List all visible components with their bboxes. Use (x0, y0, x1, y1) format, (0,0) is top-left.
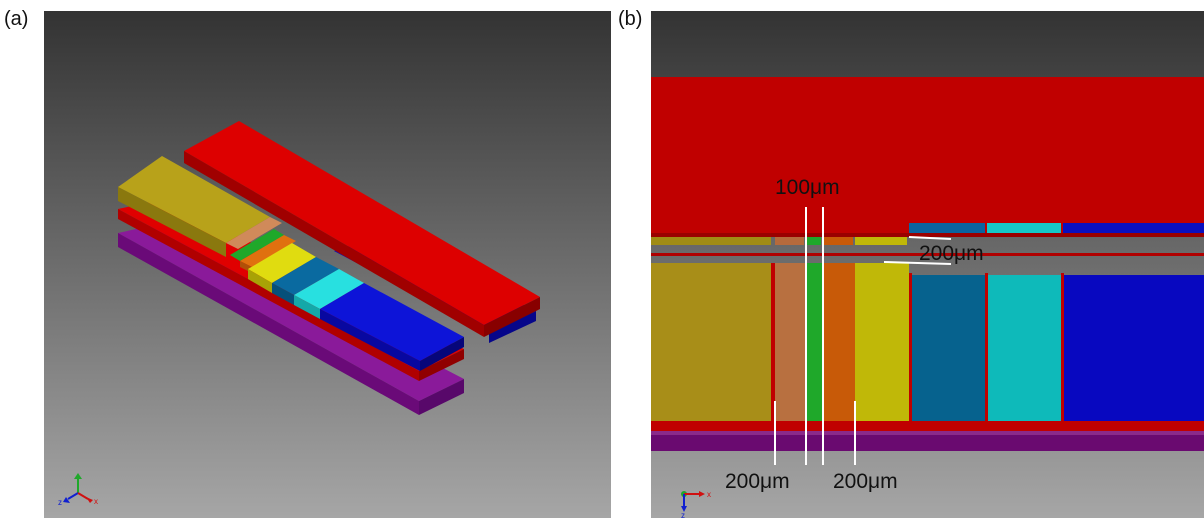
tan-strip (775, 263, 806, 421)
dimension-lines (774, 207, 952, 465)
cyan-block (294, 269, 364, 319)
green-strip (230, 229, 284, 261)
yellow-block (248, 243, 316, 293)
dim-label-gap-200um: 200μm (919, 242, 984, 265)
steel-blue-block (272, 257, 339, 305)
red-bottom-layer (651, 421, 1204, 431)
red-top-plate (651, 77, 1204, 235)
dim-label-bottom-left: 200μm (725, 470, 790, 493)
axis-z-label: z (58, 498, 62, 507)
yellow-block (855, 263, 909, 421)
tan-strip (226, 217, 282, 249)
axis-x-label: x (94, 497, 98, 506)
red-top-plate (184, 121, 540, 337)
axis-x-label: x (707, 490, 711, 499)
blue-block (1064, 275, 1204, 421)
dim-label-100um: 100μm (775, 176, 840, 199)
panel-b-label: (b) (618, 8, 643, 30)
steel-blue-block (912, 275, 985, 421)
panel-b-viewport: 100μm 200μm 200μm 200μm x z (651, 11, 1204, 518)
axis-triad-a: z x (58, 473, 98, 507)
cyan-block (988, 275, 1061, 421)
panel-a-label: (a) (4, 8, 29, 30)
blue-strip-top (909, 223, 985, 233)
olive-thin-strip (651, 237, 771, 245)
dim-label-bottom-right: 200μm (833, 470, 898, 493)
orange-strip (823, 263, 855, 421)
panel-a-viewport: z x (44, 11, 611, 518)
green-strip (806, 263, 823, 421)
olive-block (651, 263, 771, 421)
purple-layer (651, 435, 1204, 451)
axis-z-label: z (681, 511, 685, 518)
blue-block (320, 283, 464, 371)
axis-triad-b: x z (681, 490, 711, 518)
olive-block (118, 156, 270, 257)
